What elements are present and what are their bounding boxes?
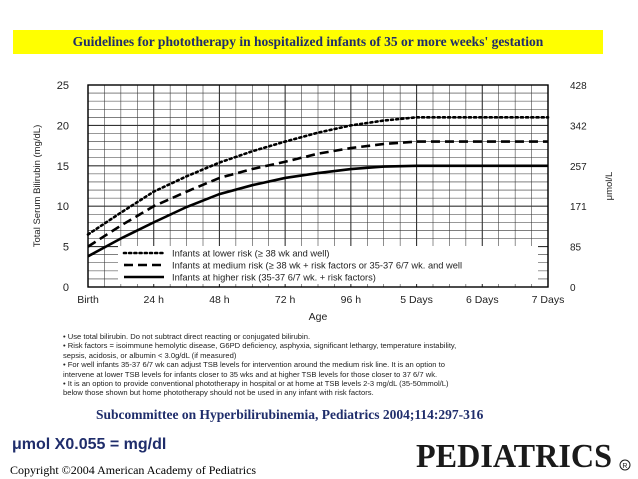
y2-tick-label: 171 — [570, 202, 587, 213]
x-tick-label: 5 Days — [400, 294, 433, 306]
x-axis-label: Age — [309, 311, 328, 323]
y-tick-label: 25 — [57, 80, 69, 92]
series-line-solid — [87, 164, 548, 258]
unit-conversion-note: μmol X0.055 = mg/dl — [12, 436, 167, 453]
plot-frame — [87, 84, 549, 288]
copyright: Copyright ©2004 American Academy of Pedi… — [10, 463, 257, 477]
phototherapy-chart: 0 5 10 15 20 25 0 85 171 257 342 428 Birth 24 h 48 h 72… — [32, 80, 615, 323]
x-tick-label: 24 h — [143, 294, 164, 306]
x-tick-label: 96 h — [341, 294, 362, 306]
pediatrics-journal-logo: PEDIATRICS R — [416, 438, 631, 475]
svg-text:PEDIATRICS: PEDIATRICS — [416, 438, 612, 475]
y2-tick-label: 257 — [570, 162, 587, 173]
x-tick-label: 6 Days — [466, 294, 499, 306]
footnote-line: • It is an option to provide conventiona… — [63, 379, 449, 389]
footnote-line: intervene at lower TSB levels for infant… — [63, 369, 438, 379]
x-tick-label: 72 h — [275, 294, 296, 306]
series-line-dashed — [87, 140, 548, 248]
footnote-line: below those shown but home phototherapy … — [63, 388, 374, 398]
footnote-line: sepsis, acidosis, or albumin < 3.0g/dL (… — [63, 350, 237, 360]
legend-box — [118, 246, 538, 284]
y-axis-label: Total Serum Bilirubin (mg/dL) — [32, 125, 43, 248]
series-line-dotted — [86, 116, 550, 236]
x-tick-label: 48 h — [209, 294, 230, 306]
footnote-line: • Use total bilirubin. Do not subtract d… — [63, 332, 311, 341]
y2-tick-label: 85 — [570, 243, 582, 254]
citation: Subcommittee on Hyperbilirubinemia, Pedi… — [96, 407, 484, 422]
footnote-line: • Risk factors = isoimmune hemolytic dis… — [63, 341, 457, 351]
footnotes: • Use total bilirubin. Do not subtract d… — [63, 332, 583, 398]
footnote-line: • For well infants 35-37 6/7 wk can adju… — [63, 360, 445, 370]
y-tick-label: 5 — [63, 242, 69, 254]
svg-text:R: R — [622, 463, 627, 470]
chart-curves — [86, 116, 550, 258]
y-tick-label: 0 — [63, 282, 69, 294]
y-tick-label: 15 — [57, 161, 69, 173]
y2-axis-label: μmol/L — [604, 172, 615, 201]
y-tick-label: 20 — [57, 120, 69, 132]
y2-tick-label: 342 — [570, 121, 587, 132]
legend-label: Infants at higher risk (35-37 6/7 wk. + … — [172, 273, 376, 283]
legend-label: Infants at lower risk (≥ 38 wk and well) — [172, 249, 330, 259]
chart-axes: 0 5 10 15 20 25 0 85 171 257 342 428 Birth 24 h 48 h 72… — [32, 80, 615, 323]
chart-legend: Infants at lower risk (≥ 38 wk and well)… — [118, 246, 538, 284]
x-tick-label: Birth — [77, 294, 99, 306]
chart-title-banner: Guidelines for phototherapy in hospitali… — [13, 30, 603, 54]
y2-tick-label: 428 — [570, 81, 587, 92]
x-tick-label: 7 Days — [532, 294, 565, 306]
legend-label: Infants at medium risk (≥ 38 wk + risk f… — [172, 261, 462, 271]
y-tick-label: 10 — [57, 201, 69, 213]
y2-tick-label: 0 — [570, 283, 576, 294]
